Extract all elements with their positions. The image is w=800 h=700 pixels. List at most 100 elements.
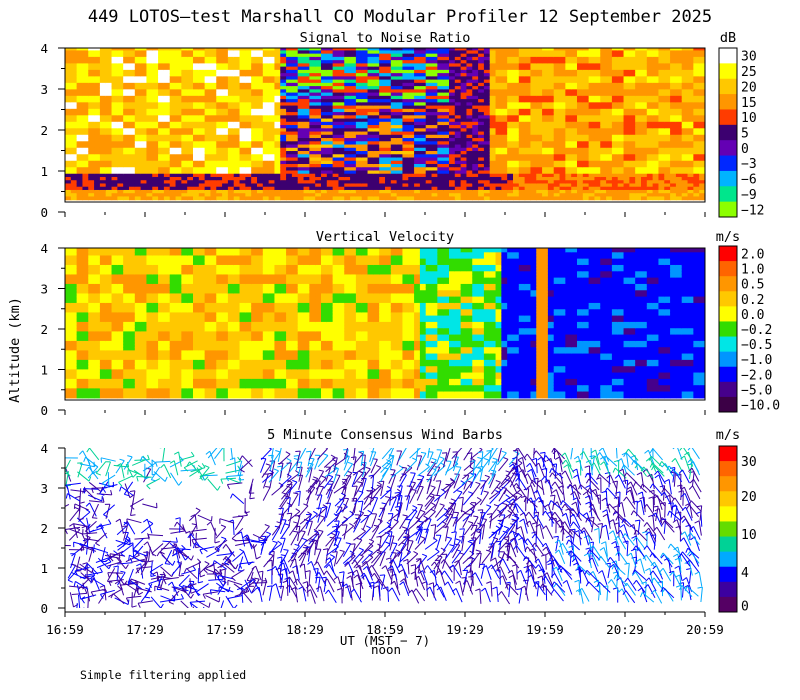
heatmap-cell: [227, 154, 235, 159]
heatmap-cell: [646, 102, 654, 107]
heatmap-cell: [367, 118, 374, 123]
heatmap-cell: [396, 164, 404, 168]
heatmap-cell: [158, 151, 165, 155]
heatmap-cell: [582, 66, 590, 71]
heatmap-cell: [553, 176, 561, 181]
heatmap-cell: [146, 180, 153, 185]
heatmap-cell: [623, 121, 630, 126]
heatmap-cell: [268, 196, 276, 201]
heatmap-cell: [373, 76, 380, 81]
heatmap-cell: [350, 141, 357, 146]
heatmap-cell: [402, 125, 409, 129]
heatmap-cell: [472, 154, 479, 159]
heatmap-cell: [70, 147, 78, 152]
heatmap-cell: [193, 141, 200, 146]
heatmap-cell: [251, 138, 258, 142]
heatmap-cell: [326, 105, 334, 110]
heatmap-cell: [198, 183, 206, 188]
heatmap-cell: [280, 157, 287, 162]
heatmap-cell: [652, 115, 660, 120]
heatmap-cell: [123, 82, 130, 87]
heatmap-cell: [582, 108, 590, 113]
heatmap-cell: [326, 79, 334, 84]
heatmap-cell: [88, 193, 95, 198]
heatmap-cell: [181, 48, 188, 51]
heatmap-cell: [611, 160, 619, 165]
heatmap-cell: [268, 66, 276, 71]
heatmap-cell: [94, 193, 101, 198]
heatmap-cell: [286, 66, 293, 71]
heatmap-cell: [117, 141, 124, 146]
heatmap-cell: [355, 189, 363, 194]
heatmap-cell: [396, 183, 404, 188]
heatmap-cell: [379, 183, 386, 188]
heatmap-cell: [222, 95, 229, 100]
heatmap-cell: [454, 121, 462, 126]
heatmap-cell: [117, 63, 124, 68]
heatmap-cell: [443, 154, 450, 159]
heatmap-cell: [600, 183, 607, 188]
heatmap-cell: [507, 131, 514, 136]
heatmap-cell: [146, 160, 153, 165]
heatmap-cell: [181, 170, 188, 175]
heatmap-cell: [641, 121, 648, 126]
heatmap-cell: [117, 196, 124, 201]
heatmap-cell: [117, 134, 124, 139]
heatmap-cell: [588, 66, 596, 71]
heatmap-cell: [466, 48, 473, 51]
heatmap-cell: [321, 53, 328, 58]
heatmap-cell: [94, 121, 101, 126]
heatmap-cell: [373, 99, 380, 103]
heatmap-cell: [571, 89, 578, 94]
heatmap-cell: [193, 89, 200, 94]
heatmap-cell: [454, 125, 462, 129]
heatmap-cell: [361, 170, 369, 175]
heatmap-cell: [326, 69, 334, 74]
heatmap-cell: [361, 125, 369, 129]
heatmap-cell: [443, 134, 450, 139]
heatmap-cell: [385, 170, 392, 175]
heatmap-cell: [216, 66, 223, 71]
heatmap-cell: [437, 189, 444, 194]
heatmap-cell: [577, 193, 584, 198]
heatmap-cell: [652, 167, 660, 172]
heatmap-cell: [559, 121, 566, 126]
heatmap-cell: [181, 121, 188, 126]
heatmap-cell: [361, 183, 369, 188]
heatmap-cell: [291, 170, 299, 175]
heatmap-cell: [251, 76, 258, 81]
heatmap-cell: [478, 183, 485, 188]
heatmap-cell: [82, 157, 89, 162]
heatmap-cell: [233, 66, 241, 71]
heatmap-cell: [559, 170, 566, 175]
heatmap-cell: [437, 89, 444, 94]
heatmap-cell: [152, 89, 159, 94]
heatmap-cell: [123, 138, 130, 142]
heatmap-cell: [175, 66, 182, 71]
heatmap-cell: [495, 160, 502, 165]
heatmap-cell: [94, 108, 101, 113]
heatmap-cell: [524, 60, 532, 64]
heatmap-cell: [228, 44, 234, 48]
heatmap-cell: [547, 193, 555, 198]
heatmap-cell: [472, 56, 479, 61]
heatmap-cell: [437, 63, 444, 68]
heatmap-cell: [239, 125, 246, 129]
heatmap-cell: [274, 128, 281, 133]
heatmap-cell: [146, 50, 153, 55]
heatmap-cell: [582, 89, 590, 94]
heatmap-cell: [344, 60, 351, 64]
heatmap-cell: [536, 112, 543, 116]
heatmap-cell: [204, 76, 212, 81]
heatmap-cell: [478, 118, 485, 123]
heatmap-cell: [635, 105, 642, 110]
heatmap-cell: [257, 56, 264, 61]
heatmap-cell: [297, 183, 305, 188]
heatmap-cell: [146, 89, 153, 94]
heatmap-cell: [553, 170, 561, 175]
heatmap-cell: [245, 131, 252, 136]
heatmap-cell: [111, 89, 118, 94]
heatmap-cell: [280, 196, 287, 201]
heatmap-cell: [88, 138, 95, 142]
heatmap-cell: [611, 108, 619, 113]
